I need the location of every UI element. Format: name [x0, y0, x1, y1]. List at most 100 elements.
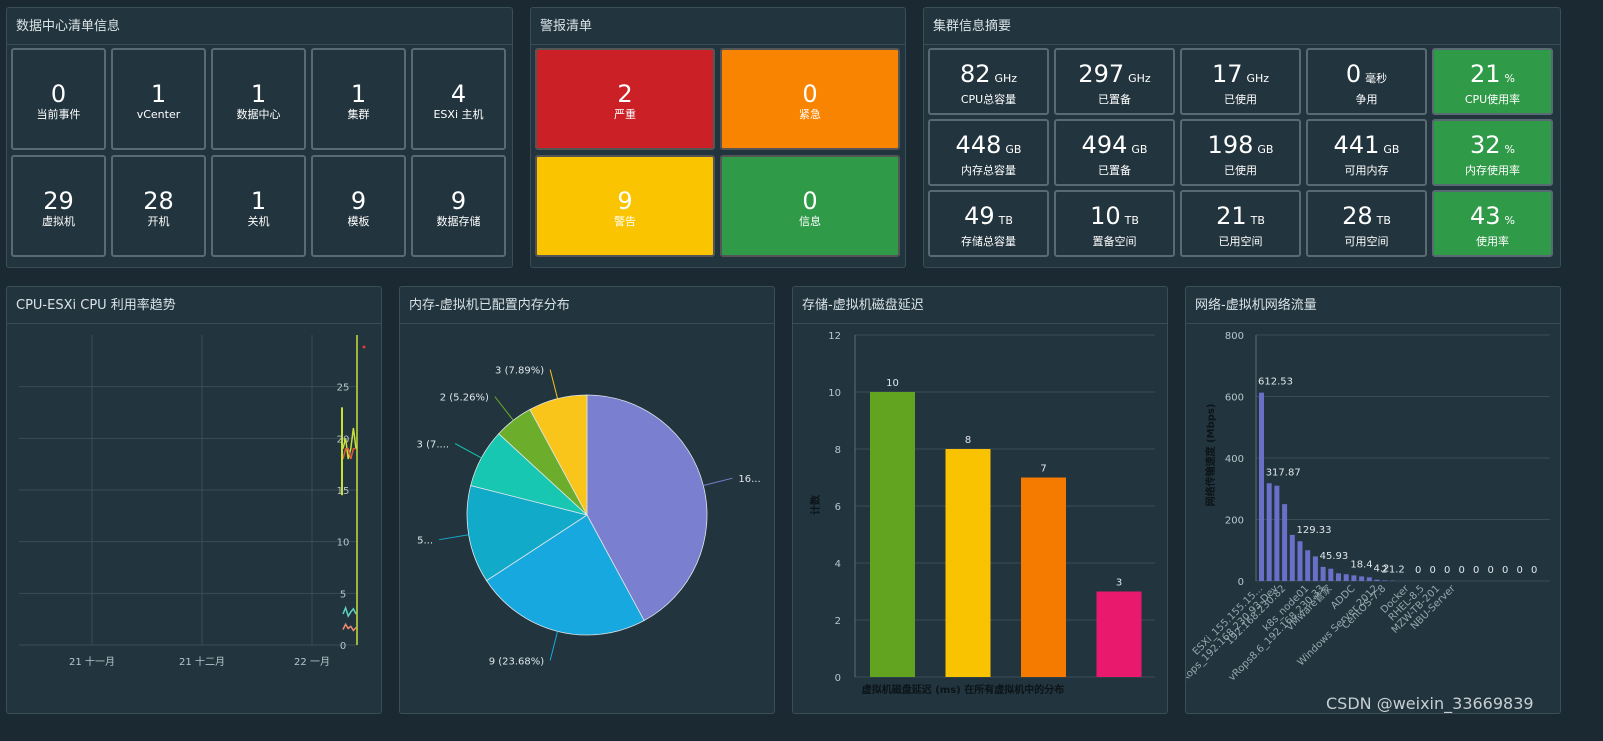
- bar[interactable]: [1266, 483, 1272, 581]
- alert-tile[interactable]: 0 紧急: [720, 48, 900, 150]
- inventory-tile[interactable]: 9 模板: [311, 155, 406, 257]
- cluster-tile[interactable]: 21% CPU使用率: [1432, 48, 1553, 115]
- cluster-tile[interactable]: 494 GB 已置备: [1054, 119, 1175, 186]
- inventory-tile[interactable]: 1 vCenter: [111, 48, 206, 150]
- bar[interactable]: [1259, 392, 1264, 581]
- bar[interactable]: [1328, 568, 1334, 581]
- tile-unit: TB: [1376, 214, 1391, 227]
- inventory-tile[interactable]: 1 关机: [211, 155, 306, 257]
- inventory-tile[interactable]: 9 数据存储: [411, 155, 506, 257]
- alert-label: 信息: [799, 215, 821, 228]
- y-tick-label: 4: [835, 559, 841, 570]
- alert-tile[interactable]: 9 警告: [535, 155, 715, 257]
- bar-value-label: 0: [1517, 565, 1523, 576]
- tile-unit: TB: [1124, 214, 1139, 227]
- bar[interactable]: [1305, 550, 1311, 581]
- tile-label: 存储总容量: [961, 235, 1016, 248]
- tile-value: 4: [450, 80, 467, 108]
- tile-value: 32: [1470, 131, 1501, 159]
- bar[interactable]: [1382, 580, 1388, 581]
- cluster-tile[interactable]: 49 TB 存储总容量: [928, 190, 1049, 257]
- alert-tile[interactable]: 2 严重: [535, 48, 715, 150]
- alert-value: 0: [802, 80, 818, 108]
- bar[interactable]: [1366, 577, 1372, 581]
- bar[interactable]: [1312, 556, 1318, 581]
- cluster-tile[interactable]: 10 TB 置备空间: [1054, 190, 1175, 257]
- series-line[interactable]: [342, 447, 356, 460]
- bar[interactable]: [1374, 579, 1380, 581]
- bar[interactable]: [1096, 591, 1142, 678]
- tile-label: 内存总容量: [961, 164, 1016, 177]
- tile-value: 21: [1470, 60, 1501, 88]
- memory-pie-chart[interactable]: 16... 9 (23.68%) 5... 3 (7.... 2 (5.26%) 3 (7…: [400, 325, 774, 713]
- series-line[interactable]: [342, 605, 357, 618]
- cluster-tile[interactable]: 441 GB 可用内存: [1306, 119, 1427, 186]
- tile-unit: %: [1504, 72, 1515, 85]
- cluster-tile[interactable]: 17 GHz 已使用: [1180, 48, 1301, 115]
- storage-panel: 存储-虚拟机磁盘延迟 0 2 4 6 8 10 12 10 8 7 3 虚拟机磁盘延迟 (ms) 在所…: [792, 286, 1168, 714]
- cluster-tile[interactable]: 21 TB 已用空间: [1180, 190, 1301, 257]
- cluster-tile[interactable]: 28 TB 可用空间: [1306, 190, 1427, 257]
- cluster-title: 集群信息摘要: [924, 8, 1560, 45]
- y-tick-label: 2: [835, 616, 841, 627]
- inventory-tile[interactable]: 1 集群: [311, 48, 406, 150]
- bar[interactable]: [1282, 504, 1288, 581]
- alert-tile[interactable]: 0 信息: [720, 155, 900, 257]
- tile-unit: GB: [1383, 143, 1400, 156]
- cluster-tile[interactable]: 32% 内存使用率: [1432, 119, 1553, 186]
- bar[interactable]: [1359, 576, 1365, 581]
- mem-panel: 内存-虚拟机已配置内存分布 16... 9 (23.68%) 5... 3 (7...…: [399, 286, 775, 714]
- cluster-tile[interactable]: 297 GHz 已置备: [1054, 48, 1175, 115]
- bar-value-label: 129.33: [1297, 525, 1332, 536]
- tile-label: CPU使用率: [1464, 93, 1521, 106]
- cluster-panel: 集群信息摘要 82 GHz CPU总容量 297 GHz 已置备 17 GHz 已使用 0 毫秒 争用…: [923, 7, 1561, 268]
- bar[interactable]: [870, 392, 915, 677]
- tile-label: 已置备: [1098, 164, 1131, 177]
- tile-unit: GHz: [994, 72, 1018, 85]
- pie-slice[interactable]: [586, 394, 708, 622]
- tile-value: 1: [350, 80, 367, 108]
- tile-value: 28: [1342, 202, 1373, 230]
- bar[interactable]: [1289, 534, 1295, 581]
- disk-latency-chart[interactable]: 0 2 4 6 8 10 12 10 8 7 3 虚拟机磁盘延迟 (ms) 在所有虚拟机中的分布 计数: [793, 325, 1167, 713]
- alert-value: 0: [802, 187, 818, 215]
- tile-value: 9: [450, 187, 467, 215]
- bar[interactable]: [1320, 566, 1326, 581]
- bar[interactable]: [1297, 541, 1303, 581]
- inventory-tile[interactable]: 1 数据中心: [211, 48, 306, 150]
- tile-value: 49: [964, 202, 995, 230]
- bar[interactable]: [1274, 485, 1280, 581]
- inventory-tile[interactable]: 4 ESXi 主机: [411, 48, 506, 150]
- inventory-tile[interactable]: 0 当前事件: [11, 48, 106, 150]
- bar[interactable]: [1336, 573, 1341, 581]
- pie-slice[interactable]: [529, 394, 588, 516]
- bar[interactable]: [1343, 574, 1349, 581]
- cluster-tile[interactable]: 0 毫秒 争用: [1306, 48, 1427, 115]
- inventory-tile[interactable]: 28 开机: [111, 155, 206, 257]
- bar[interactable]: [1021, 477, 1066, 678]
- pie-label: 5...: [417, 536, 433, 547]
- tile-label: 内存使用率: [1465, 164, 1520, 177]
- cluster-tile[interactable]: 43% 使用率: [1432, 190, 1553, 257]
- cluster-tile[interactable]: 198 GB 已使用: [1180, 119, 1301, 186]
- inventory-tile[interactable]: 29 虚拟机: [11, 155, 106, 257]
- series-line[interactable]: [342, 622, 357, 632]
- tile-label: vCenter: [136, 108, 181, 121]
- bar-value-label: 2: [1381, 564, 1387, 575]
- cluster-tile[interactable]: 448 GB 内存总容量: [928, 119, 1049, 186]
- tile-unit: %: [1504, 214, 1515, 227]
- bar-value-label: 0: [1502, 565, 1508, 576]
- inventory-panel: 数据中心清单信息 0 当前事件 1 vCenter 1 数据中心 1 集群 4 ESXi 主机 29…: [6, 7, 513, 268]
- tile-value: 29: [43, 187, 74, 215]
- network-traffic-chart[interactable]: 0200400600800612.53317.87129.3345.9318.4…: [1186, 325, 1560, 713]
- cluster-tile[interactable]: 82 GHz CPU总容量: [928, 48, 1049, 115]
- storage-title: 存储-虚拟机磁盘延迟: [793, 287, 1167, 324]
- bar[interactable]: [1351, 575, 1357, 581]
- pie-leader-line: [703, 477, 733, 487]
- bar-value-label: 317.87: [1266, 467, 1301, 478]
- tile-value: 494: [1081, 131, 1128, 159]
- pie-slice[interactable]: [466, 485, 588, 582]
- y-tick-label: 200: [1225, 516, 1244, 527]
- bar[interactable]: [945, 449, 991, 677]
